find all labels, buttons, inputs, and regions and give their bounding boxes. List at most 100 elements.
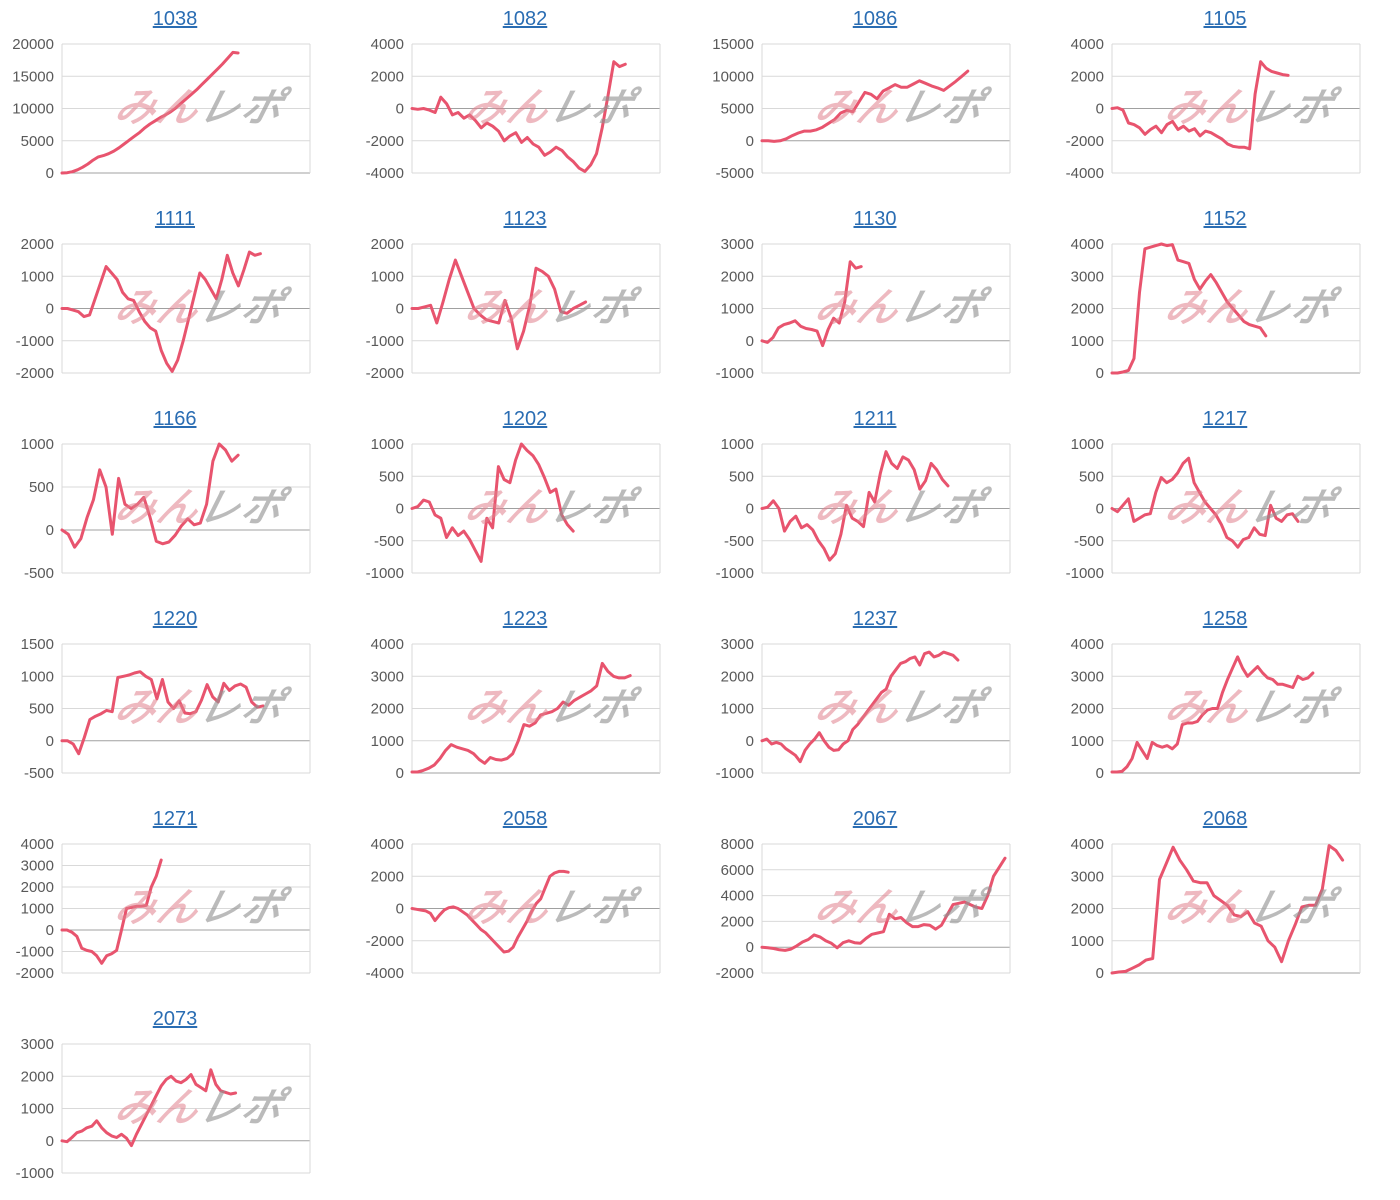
svg-text:4000: 4000 <box>1071 236 1104 253</box>
svg-text:-500: -500 <box>374 533 404 550</box>
svg-text:0: 0 <box>1096 765 1104 782</box>
chart-title-link[interactable]: 1123 <box>503 208 547 230</box>
chart-title-row: 1211 <box>700 408 1050 431</box>
svg-text:0: 0 <box>1096 501 1104 518</box>
svg-text:-1000: -1000 <box>366 333 404 350</box>
svg-text:500: 500 <box>729 468 754 485</box>
svg-text:2000: 2000 <box>1071 68 1104 85</box>
svg-text:15000: 15000 <box>12 68 54 85</box>
chart-plot: -4000 -2000 0 2000 4000 <box>1066 36 1361 182</box>
chart-title-row: 1271 <box>0 808 350 831</box>
chart-title-link[interactable]: 1038 <box>152 8 198 30</box>
svg-text:1000: 1000 <box>371 436 404 453</box>
svg-text:-2000: -2000 <box>716 965 754 982</box>
chart-title-link[interactable]: 1211 <box>853 408 897 430</box>
chart-plot: -1000 -500 0 500 1000 <box>1066 436 1361 582</box>
chart-title-link[interactable]: 2073 <box>152 1008 198 1030</box>
chart-title-link[interactable]: 1166 <box>153 408 197 430</box>
chart-title-row: 1258 <box>1050 608 1400 631</box>
svg-text:10000: 10000 <box>712 68 754 85</box>
chart-plot: -5000 0 5000 10000 15000 <box>712 36 1011 182</box>
chart-title-link[interactable]: 2067 <box>852 808 898 830</box>
chart-plot: -2000 0 2000 4000 6000 8000 <box>716 836 1011 982</box>
chart-cell: 1258 0 1000 2000 3000 4000 みんレポ <box>1050 600 1400 800</box>
chart-title-link[interactable]: 1111 <box>154 208 196 230</box>
svg-text:-2000: -2000 <box>366 365 404 382</box>
chart-title-row: 2067 <box>700 808 1050 831</box>
svg-text:2000: 2000 <box>21 879 54 896</box>
svg-text:3000: 3000 <box>21 858 54 875</box>
chart-title-row: 1123 <box>350 208 700 231</box>
svg-text:20000: 20000 <box>12 36 54 53</box>
svg-text:2000: 2000 <box>21 236 54 253</box>
svg-text:3000: 3000 <box>371 668 404 685</box>
chart-plot: -4000 -2000 0 2000 4000 <box>366 836 661 982</box>
svg-text:-4000: -4000 <box>366 165 404 182</box>
svg-text:-1000: -1000 <box>716 365 754 382</box>
chart-plot: -4000 -2000 0 2000 4000 <box>366 36 661 182</box>
chart-title-link[interactable]: 1086 <box>852 8 898 30</box>
chart-title-link[interactable]: 2058 <box>502 808 548 830</box>
chart-title-link[interactable]: 1202 <box>502 408 548 430</box>
svg-text:0: 0 <box>396 301 404 318</box>
svg-text:4000: 4000 <box>371 836 404 853</box>
svg-text:2000: 2000 <box>1071 301 1104 318</box>
chart-title-link[interactable]: 1082 <box>502 8 548 30</box>
chart-title-row: 1217 <box>1050 408 1400 431</box>
chart-plot: -1000 0 1000 2000 3000 <box>16 1036 311 1182</box>
chart-cell: 1082 -4000 -2000 0 2000 4000 みんレポ <box>350 0 700 200</box>
chart-cell: 1202 -1000 -500 0 500 1000 みんレポ <box>350 400 700 600</box>
svg-text:0: 0 <box>46 922 54 939</box>
svg-text:1000: 1000 <box>1071 436 1104 453</box>
svg-text:15000: 15000 <box>712 36 754 53</box>
svg-text:-500: -500 <box>24 565 54 582</box>
svg-text:0: 0 <box>396 501 404 518</box>
svg-text:-1000: -1000 <box>16 1165 54 1182</box>
svg-text:6000: 6000 <box>721 862 754 879</box>
chart-title-link[interactable]: 1220 <box>152 608 198 630</box>
chart-title-link[interactable]: 1105 <box>1203 8 1247 30</box>
svg-text:2000: 2000 <box>1071 701 1104 718</box>
chart-plot: -2000 -1000 0 1000 2000 <box>366 236 661 382</box>
svg-text:-1000: -1000 <box>16 333 54 350</box>
svg-text:1000: 1000 <box>21 901 54 918</box>
svg-text:1000: 1000 <box>21 1101 54 1118</box>
chart-plot: -2000 -1000 0 1000 2000 3000 4000 <box>16 836 311 982</box>
chart-title-row: 1152 <box>1050 208 1400 231</box>
svg-text:0: 0 <box>1096 365 1104 382</box>
chart-cell: 2073 -1000 0 1000 2000 3000 みんレポ <box>0 1000 350 1200</box>
svg-text:0: 0 <box>746 133 754 150</box>
svg-text:0: 0 <box>1096 965 1104 982</box>
svg-text:1000: 1000 <box>371 733 404 750</box>
chart-plot: -500 0 500 1000 <box>21 436 311 582</box>
svg-text:-2000: -2000 <box>1066 133 1104 150</box>
chart-title-link[interactable]: 1223 <box>502 608 548 630</box>
chart-title-row: 1220 <box>0 608 350 631</box>
svg-text:1500: 1500 <box>21 636 54 653</box>
svg-text:0: 0 <box>746 501 754 518</box>
svg-text:500: 500 <box>1079 468 1104 485</box>
svg-text:1000: 1000 <box>21 268 54 285</box>
chart-title-link[interactable]: 1258 <box>1202 608 1248 630</box>
svg-text:0: 0 <box>746 939 754 956</box>
chart-title-link[interactable]: 1152 <box>1203 208 1247 230</box>
svg-text:2000: 2000 <box>371 68 404 85</box>
svg-text:1000: 1000 <box>1071 933 1104 950</box>
svg-text:-2000: -2000 <box>366 133 404 150</box>
svg-text:0: 0 <box>46 733 54 750</box>
chart-title-link[interactable]: 1130 <box>853 208 897 230</box>
chart-cell: 1130 -1000 0 1000 2000 3000 みんレポ <box>700 200 1050 400</box>
chart-cell: 1211 -1000 -500 0 500 1000 みんレポ <box>700 400 1050 600</box>
chart-title-link[interactable]: 1237 <box>852 608 898 630</box>
chart-title-link[interactable]: 1271 <box>152 808 198 830</box>
svg-text:-4000: -4000 <box>1066 165 1104 182</box>
chart-title-link[interactable]: 1217 <box>1202 408 1248 430</box>
svg-text:2000: 2000 <box>21 1068 54 1085</box>
svg-text:3000: 3000 <box>1071 668 1104 685</box>
chart-title-link[interactable]: 2068 <box>1202 808 1248 830</box>
chart-cell: 1223 0 1000 2000 3000 4000 みんレポ <box>350 600 700 800</box>
svg-text:1000: 1000 <box>1071 733 1104 750</box>
chart-plot: 0 1000 2000 3000 4000 <box>1071 836 1361 982</box>
svg-text:5000: 5000 <box>21 133 54 150</box>
svg-text:-2000: -2000 <box>16 365 54 382</box>
